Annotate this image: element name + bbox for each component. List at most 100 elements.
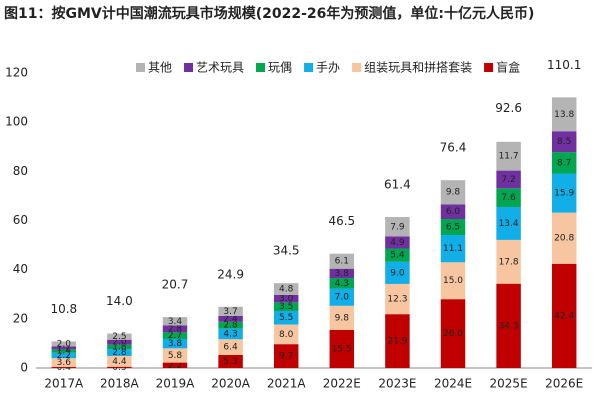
segment-label: 3.6 xyxy=(57,358,72,368)
bar-segment xyxy=(273,344,299,368)
bar-segment xyxy=(218,328,243,340)
segment-label: 5.3 xyxy=(223,357,237,367)
y-tick-label: 60 xyxy=(13,213,28,227)
segment-label: 3.7 xyxy=(223,307,237,317)
bar-segment xyxy=(218,354,243,368)
bar-segment xyxy=(551,263,577,368)
bar-segment xyxy=(329,288,355,306)
bar-segment xyxy=(51,367,77,368)
segment-label: 13.8 xyxy=(554,110,574,120)
x-tick-label: 2025E xyxy=(490,377,528,391)
bar-segment xyxy=(440,235,466,263)
segment-label: 7.0 xyxy=(335,293,350,303)
segment-label: 12.3 xyxy=(387,295,407,305)
bar-segment xyxy=(218,339,243,355)
segment-label: 3.8 xyxy=(168,339,183,349)
segment-label: 9.8 xyxy=(335,313,350,323)
bar-segment xyxy=(385,261,410,284)
segment-label: 8.0 xyxy=(279,330,294,340)
x-tick-label: 2018A xyxy=(100,377,140,391)
total-label: 14.0 xyxy=(106,294,133,308)
bar-segment xyxy=(440,219,466,236)
segment-label: 6.4 xyxy=(223,343,238,353)
bar-segment xyxy=(440,180,466,205)
legend-label: 盲盒 xyxy=(496,60,520,75)
x-tick-label: 2026E xyxy=(545,377,583,391)
segment-label: 2.2 xyxy=(168,361,182,371)
legend-label: 其他 xyxy=(148,61,172,75)
segment-label: 1.2 xyxy=(57,343,71,353)
bar-segment xyxy=(162,332,188,339)
segment-label: 13.4 xyxy=(499,219,519,229)
bar-segment xyxy=(107,344,132,350)
segment-label: 0.4 xyxy=(57,363,72,373)
bar-segment xyxy=(496,188,521,207)
x-tick-label: 2023E xyxy=(378,377,416,391)
segment-label: 2.8 xyxy=(112,348,127,358)
segment-label: 5.4 xyxy=(390,251,405,261)
bar-segment xyxy=(162,348,188,363)
bar-segment xyxy=(551,152,577,174)
segment-label: 11.7 xyxy=(499,152,519,162)
bar-segment xyxy=(329,305,355,330)
segment-label: 17.8 xyxy=(499,257,519,267)
segment-label: 15.0 xyxy=(443,276,463,286)
segment-label: 9.0 xyxy=(390,268,405,278)
x-tick-label: 2017A xyxy=(44,377,84,391)
segment-label: 6.5 xyxy=(446,223,460,233)
segment-label: 4.4 xyxy=(112,357,127,367)
bar-segment xyxy=(496,170,521,189)
y-tick-label: 0 xyxy=(20,361,28,375)
bar-segment xyxy=(273,302,299,311)
bar-segment xyxy=(107,355,132,367)
bar-segment xyxy=(218,306,243,316)
bar-segment xyxy=(496,239,521,284)
segment-label: 2.0 xyxy=(57,339,72,349)
bar-segment xyxy=(329,278,355,289)
segment-label: 3.0 xyxy=(279,294,294,304)
total-label: 24.9 xyxy=(217,267,244,281)
segment-label: 4.9 xyxy=(390,238,405,248)
bar-segment xyxy=(51,341,77,347)
bar-segment xyxy=(440,204,466,220)
legend-label: 玩偶 xyxy=(268,61,292,75)
segment-label: 6.1 xyxy=(335,257,349,267)
segment-label: 20.8 xyxy=(554,234,574,244)
bar-segment xyxy=(51,346,77,350)
segment-label: 2.5 xyxy=(112,332,126,342)
segment-label: 21.9 xyxy=(387,337,407,347)
legend-swatch xyxy=(352,63,362,72)
y-tick-label: 120 xyxy=(5,66,28,80)
bar-segment xyxy=(551,173,577,213)
segment-label: 3.8 xyxy=(335,269,350,279)
bar-segment xyxy=(551,131,577,153)
x-tick-label: 2020A xyxy=(211,377,251,391)
segment-label: 7.6 xyxy=(501,193,516,203)
bar-segment xyxy=(551,212,577,264)
segment-label: 34.3 xyxy=(499,321,519,331)
segment-label: 7.2 xyxy=(501,175,515,185)
total-label: 76.4 xyxy=(440,141,467,155)
legend-swatch xyxy=(256,63,266,72)
segment-label: 5.5 xyxy=(279,313,293,323)
bar-segment xyxy=(107,333,132,340)
segment-label: 2.0 xyxy=(112,338,127,348)
segment-label: 3.4 xyxy=(168,317,183,327)
bar-segment xyxy=(496,141,521,171)
bar-segment xyxy=(385,283,410,315)
total-label: 20.7 xyxy=(162,278,189,292)
segment-label: 5.8 xyxy=(168,351,183,361)
segment-label: 2.2 xyxy=(57,351,71,361)
segment-label: 9.7 xyxy=(279,352,293,362)
segment-label: 0.5 xyxy=(112,363,126,373)
segment-label: 6.0 xyxy=(446,207,461,217)
segment-label: 28.0 xyxy=(443,329,463,339)
total-label: 34.5 xyxy=(273,244,300,258)
segment-label: 4.8 xyxy=(279,285,294,295)
bar-segment xyxy=(440,262,466,300)
total-label: 46.5 xyxy=(328,214,355,228)
total-label: 92.6 xyxy=(495,101,522,115)
legend-label: 艺术玩具 xyxy=(196,61,244,75)
bar-segment xyxy=(107,366,132,368)
